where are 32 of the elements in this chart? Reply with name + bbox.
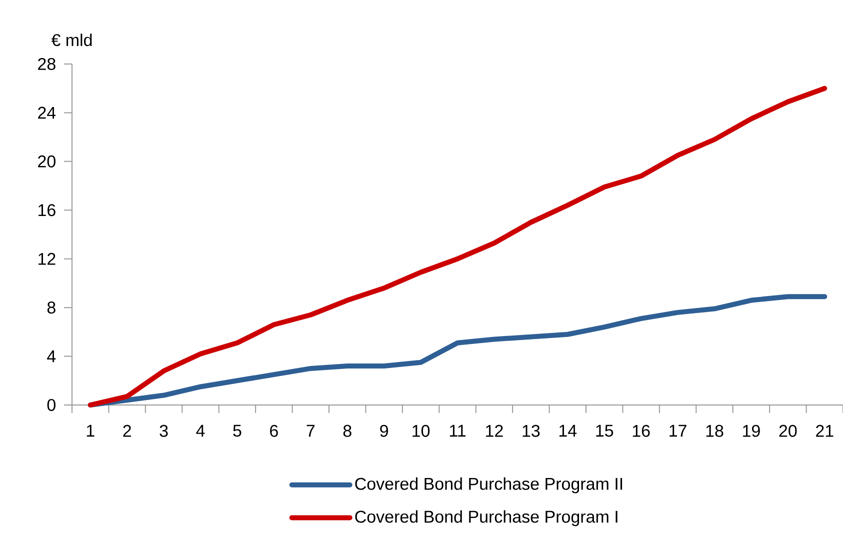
x-tick-label: 1 bbox=[86, 424, 94, 437]
x-tick-label: 3 bbox=[160, 424, 168, 437]
x-tick-label: 7 bbox=[306, 424, 315, 437]
x-tick-label: 19 bbox=[743, 424, 760, 437]
x-tick-label: 5 bbox=[233, 424, 242, 437]
x-tick-label: 10 bbox=[412, 424, 430, 437]
x-tick-label: 8 bbox=[343, 424, 352, 437]
y-tick-label: 12 bbox=[38, 252, 56, 265]
y-tick-label: 4 bbox=[47, 350, 56, 362]
legend-label: Covered Bond Purchase Program I bbox=[355, 510, 618, 526]
x-tick-label: 21 bbox=[816, 424, 834, 437]
x-tick-label: 18 bbox=[706, 424, 724, 437]
x-tick-label: 20 bbox=[779, 424, 797, 437]
y-tick-label: 28 bbox=[38, 58, 56, 70]
x-tick-label: 13 bbox=[522, 424, 540, 437]
y-tick-label: 0 bbox=[47, 398, 56, 412]
y-tick-label: 16 bbox=[38, 204, 56, 216]
y-axis-title: € mld bbox=[51, 34, 92, 46]
x-tick-label: 11 bbox=[450, 424, 466, 437]
x-tick-label: 12 bbox=[486, 424, 503, 437]
y-tick-label: 20 bbox=[38, 155, 56, 168]
y-tick-label: 24 bbox=[38, 106, 56, 119]
x-tick-label: 9 bbox=[380, 424, 388, 437]
x-tick-label: 14 bbox=[559, 424, 577, 437]
x-tick-label: 2 bbox=[123, 424, 131, 437]
x-tick-label: 15 bbox=[596, 424, 614, 437]
x-tick-label: 17 bbox=[670, 424, 686, 437]
legend-label: Covered Bond Purchase Program II bbox=[355, 477, 622, 494]
x-tick-label: 4 bbox=[196, 424, 205, 437]
x-tick-label: 6 bbox=[270, 424, 278, 437]
y-tick-label: 8 bbox=[47, 302, 56, 314]
x-tick-label: 16 bbox=[632, 424, 650, 437]
